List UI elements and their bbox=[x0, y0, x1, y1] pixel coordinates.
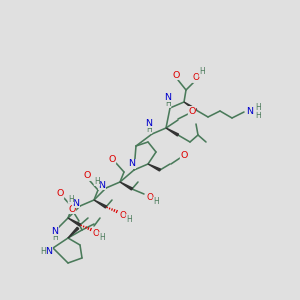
Text: N: N bbox=[146, 118, 152, 127]
Text: O: O bbox=[146, 194, 154, 202]
Text: H: H bbox=[255, 112, 261, 121]
Text: O: O bbox=[108, 154, 116, 164]
Text: H: H bbox=[52, 233, 58, 242]
Text: H: H bbox=[146, 124, 152, 134]
Text: O: O bbox=[193, 74, 200, 82]
Text: H: H bbox=[165, 98, 171, 107]
Polygon shape bbox=[166, 128, 178, 136]
Polygon shape bbox=[94, 200, 106, 208]
Text: O: O bbox=[172, 70, 180, 80]
Text: H: H bbox=[94, 176, 100, 185]
Text: N: N bbox=[46, 247, 52, 256]
Text: O: O bbox=[56, 190, 64, 199]
Text: O: O bbox=[180, 151, 188, 160]
Text: H: H bbox=[68, 194, 74, 203]
Text: H: H bbox=[199, 68, 205, 76]
Polygon shape bbox=[68, 227, 79, 238]
Text: O: O bbox=[92, 229, 100, 238]
Text: H: H bbox=[40, 247, 46, 256]
Text: O: O bbox=[119, 211, 127, 220]
Text: O: O bbox=[83, 172, 91, 181]
Text: O: O bbox=[68, 205, 76, 214]
Polygon shape bbox=[68, 218, 81, 226]
Text: O: O bbox=[188, 106, 196, 116]
Polygon shape bbox=[148, 164, 161, 171]
Text: H: H bbox=[255, 103, 261, 112]
Text: N: N bbox=[98, 181, 106, 190]
Text: H: H bbox=[99, 232, 105, 242]
Text: N: N bbox=[52, 226, 58, 236]
Polygon shape bbox=[120, 182, 133, 190]
Text: N: N bbox=[164, 92, 172, 101]
Polygon shape bbox=[184, 102, 197, 111]
Text: H: H bbox=[126, 214, 132, 224]
Text: N: N bbox=[73, 199, 80, 208]
Text: N: N bbox=[128, 160, 136, 169]
Text: H: H bbox=[153, 197, 159, 206]
Text: N: N bbox=[247, 107, 254, 116]
